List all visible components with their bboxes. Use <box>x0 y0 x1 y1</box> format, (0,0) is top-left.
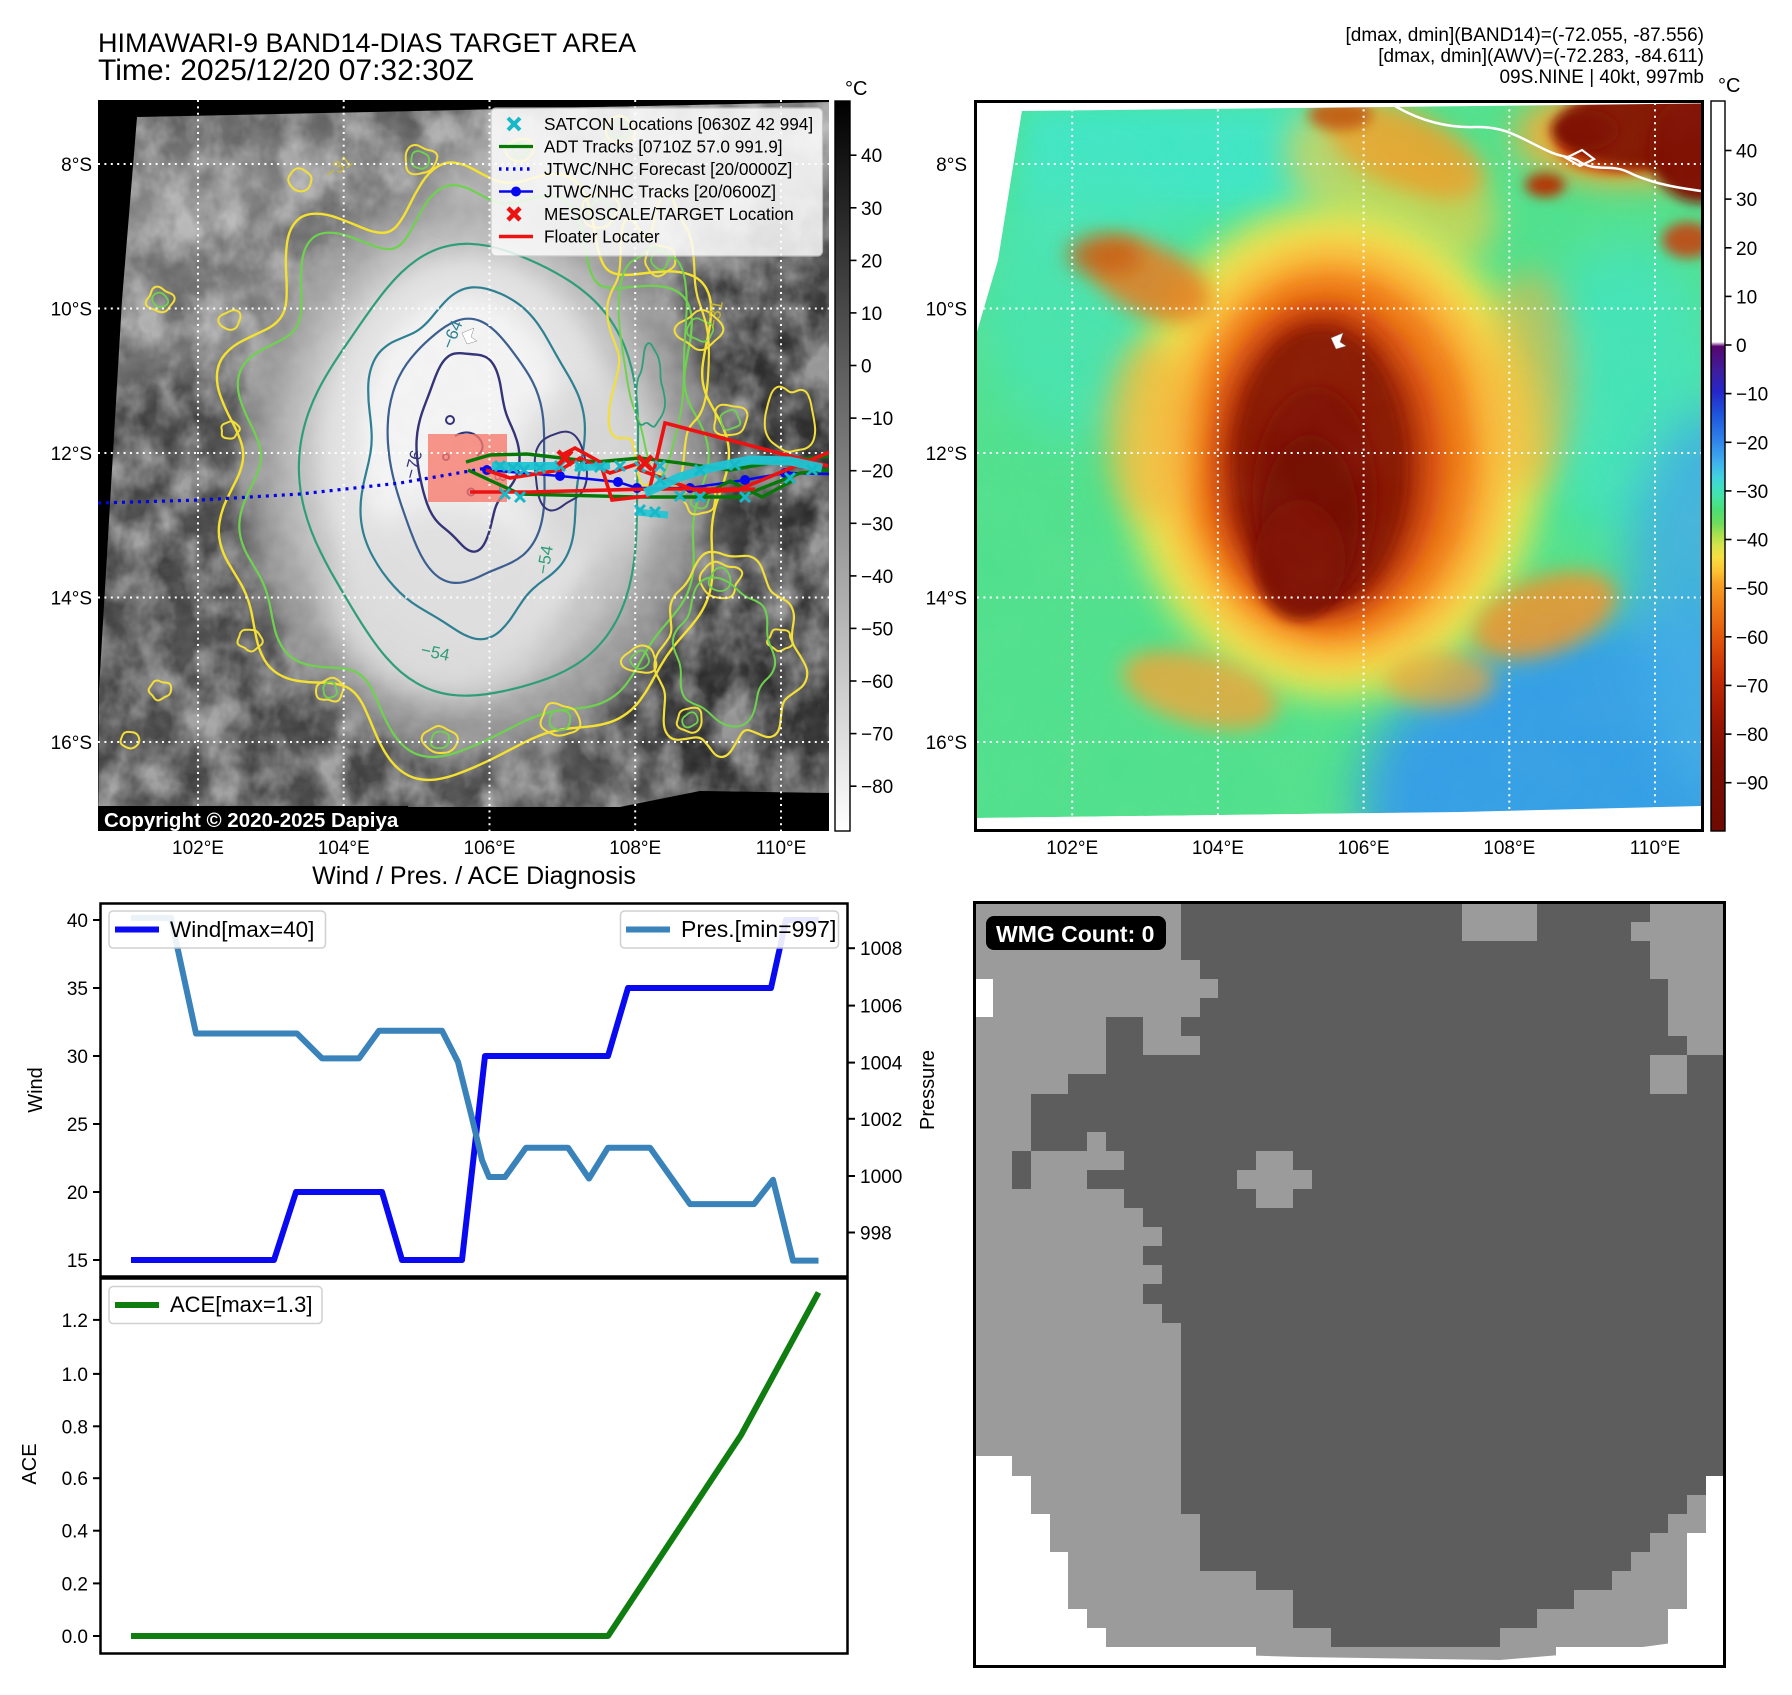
svg-text:[dmax, dmin](AWV)=(-72.283, -8: [dmax, dmin](AWV)=(-72.283, -84.611) <box>1378 46 1704 67</box>
svg-text:108°E: 108°E <box>1483 838 1535 859</box>
svg-text:35: 35 <box>67 979 88 1000</box>
svg-text:Wind / Pres. / ACE Diagnosis: Wind / Pres. / ACE Diagnosis <box>312 862 636 890</box>
svg-text:20: 20 <box>861 251 882 272</box>
svg-text:−40: −40 <box>861 567 893 588</box>
svg-text:40: 40 <box>1736 142 1757 163</box>
svg-text:−50: −50 <box>1736 579 1768 600</box>
svg-text:−70: −70 <box>861 725 893 746</box>
svg-text:−60: −60 <box>1736 628 1768 649</box>
svg-text:110°E: 110°E <box>756 838 807 859</box>
svg-text:8°S: 8°S <box>936 155 967 176</box>
svg-text:102°E: 102°E <box>172 838 224 859</box>
svg-text:40: 40 <box>67 911 88 932</box>
svg-text:102°E: 102°E <box>1046 838 1098 859</box>
svg-text:−70: −70 <box>1736 676 1768 697</box>
svg-text:0.2: 0.2 <box>62 1574 88 1595</box>
svg-text:0.8: 0.8 <box>62 1417 88 1438</box>
svg-text:−30: −30 <box>1736 482 1768 503</box>
svg-text:106°E: 106°E <box>1338 838 1390 859</box>
svg-text:10°S: 10°S <box>51 300 92 321</box>
svg-text:JTWC/NHC Forecast [20/0000Z]: JTWC/NHC Forecast [20/0000Z] <box>544 159 792 179</box>
svg-text:12°S: 12°S <box>926 444 967 465</box>
svg-text:0: 0 <box>861 357 872 378</box>
svg-text:16°S: 16°S <box>926 733 967 754</box>
svg-text:0: 0 <box>1736 336 1747 357</box>
svg-text:104°E: 104°E <box>1192 838 1244 859</box>
svg-text:WMG Count: 0: WMG Count: 0 <box>996 921 1154 947</box>
svg-text:10°S: 10°S <box>926 300 967 321</box>
svg-text:16°S: 16°S <box>51 733 92 754</box>
svg-text:104°E: 104°E <box>318 838 370 859</box>
svg-text:Pres.[min=997]: Pres.[min=997] <box>681 916 836 942</box>
svg-text:Copyright © 2020-2025 Dapiya: Copyright © 2020-2025 Dapiya <box>104 809 399 832</box>
svg-text:14°S: 14°S <box>926 589 967 610</box>
svg-text:1006: 1006 <box>860 997 902 1018</box>
svg-text:0.0: 0.0 <box>62 1627 88 1648</box>
svg-text:Wind[max=40]: Wind[max=40] <box>170 917 314 942</box>
svg-text:1008: 1008 <box>860 939 902 960</box>
svg-text:30: 30 <box>1736 190 1757 211</box>
svg-text:°C: °C <box>1718 75 1740 97</box>
svg-text:110°E: 110°E <box>1630 838 1681 859</box>
svg-text:−80: −80 <box>861 777 893 798</box>
svg-text:JTWC/NHC Tracks [20/0600Z]: JTWC/NHC Tracks [20/0600Z] <box>544 182 776 202</box>
svg-text:1.2: 1.2 <box>62 1311 88 1332</box>
svg-text:20: 20 <box>67 1183 88 1204</box>
svg-text:−90: −90 <box>1736 774 1768 795</box>
svg-text:Wind: Wind <box>25 1067 47 1113</box>
svg-text:ACE: ACE <box>19 1443 41 1484</box>
svg-text:MESOSCALE/TARGET Location: MESOSCALE/TARGET Location <box>544 204 794 224</box>
svg-text:09S.NINE | 40kt, 997mb: 09S.NINE | 40kt, 997mb <box>1499 67 1704 88</box>
svg-text:0.4: 0.4 <box>62 1522 89 1543</box>
svg-text:−40: −40 <box>1736 531 1768 552</box>
svg-text:1.0: 1.0 <box>62 1365 88 1386</box>
svg-text:30: 30 <box>861 199 882 220</box>
svg-text:10: 10 <box>1736 287 1757 308</box>
svg-text:1002: 1002 <box>860 1110 902 1131</box>
svg-text:−54: −54 <box>533 544 557 576</box>
svg-text:30: 30 <box>67 1047 88 1068</box>
svg-text:20: 20 <box>1736 239 1757 260</box>
svg-text:Floater Locater: Floater Locater <box>544 227 660 247</box>
svg-text:−20: −20 <box>1736 433 1768 454</box>
svg-text:−10: −10 <box>861 409 893 430</box>
svg-text:−50: −50 <box>861 619 893 640</box>
svg-text:1004: 1004 <box>860 1054 903 1075</box>
svg-text:−80: −80 <box>1736 725 1768 746</box>
svg-text:°C: °C <box>845 78 867 100</box>
svg-text:−30: −30 <box>861 514 893 535</box>
svg-text:−31: −31 <box>703 299 727 331</box>
svg-text:−10: −10 <box>1736 385 1768 406</box>
svg-text:15: 15 <box>67 1251 88 1272</box>
svg-text:−60: −60 <box>861 672 893 693</box>
svg-text:14°S: 14°S <box>51 589 92 610</box>
svg-text:8°S: 8°S <box>61 155 92 176</box>
svg-text:−20: −20 <box>861 462 893 483</box>
svg-text:998: 998 <box>860 1224 892 1245</box>
svg-text:HIMAWARI-9 BAND14-DIAS TARGET: HIMAWARI-9 BAND14-DIAS TARGET AREA <box>98 28 636 58</box>
svg-text:106°E: 106°E <box>464 838 516 859</box>
svg-text:[dmax, dmin](BAND14)=(-72.055,: [dmax, dmin](BAND14)=(-72.055, -87.556) <box>1345 25 1704 46</box>
svg-text:SATCON Locations [0630Z 42 994: SATCON Locations [0630Z 42 994] <box>544 114 813 134</box>
svg-text:0.6: 0.6 <box>62 1469 88 1490</box>
svg-text:1000: 1000 <box>860 1167 902 1188</box>
svg-text:ACE[max=1.3]: ACE[max=1.3] <box>170 1292 312 1317</box>
svg-text:Time: 2025/12/20 07:32:30Z: Time: 2025/12/20 07:32:30Z <box>98 54 474 87</box>
svg-text:25: 25 <box>67 1115 88 1136</box>
svg-text:12°S: 12°S <box>51 444 92 465</box>
svg-text:40: 40 <box>861 146 882 167</box>
svg-text:ADT Tracks [0710Z 57.0 991.9]: ADT Tracks [0710Z 57.0 991.9] <box>544 137 783 157</box>
svg-text:10: 10 <box>861 304 882 325</box>
svg-text:108°E: 108°E <box>609 838 661 859</box>
svg-text:Pressure: Pressure <box>917 1050 939 1130</box>
